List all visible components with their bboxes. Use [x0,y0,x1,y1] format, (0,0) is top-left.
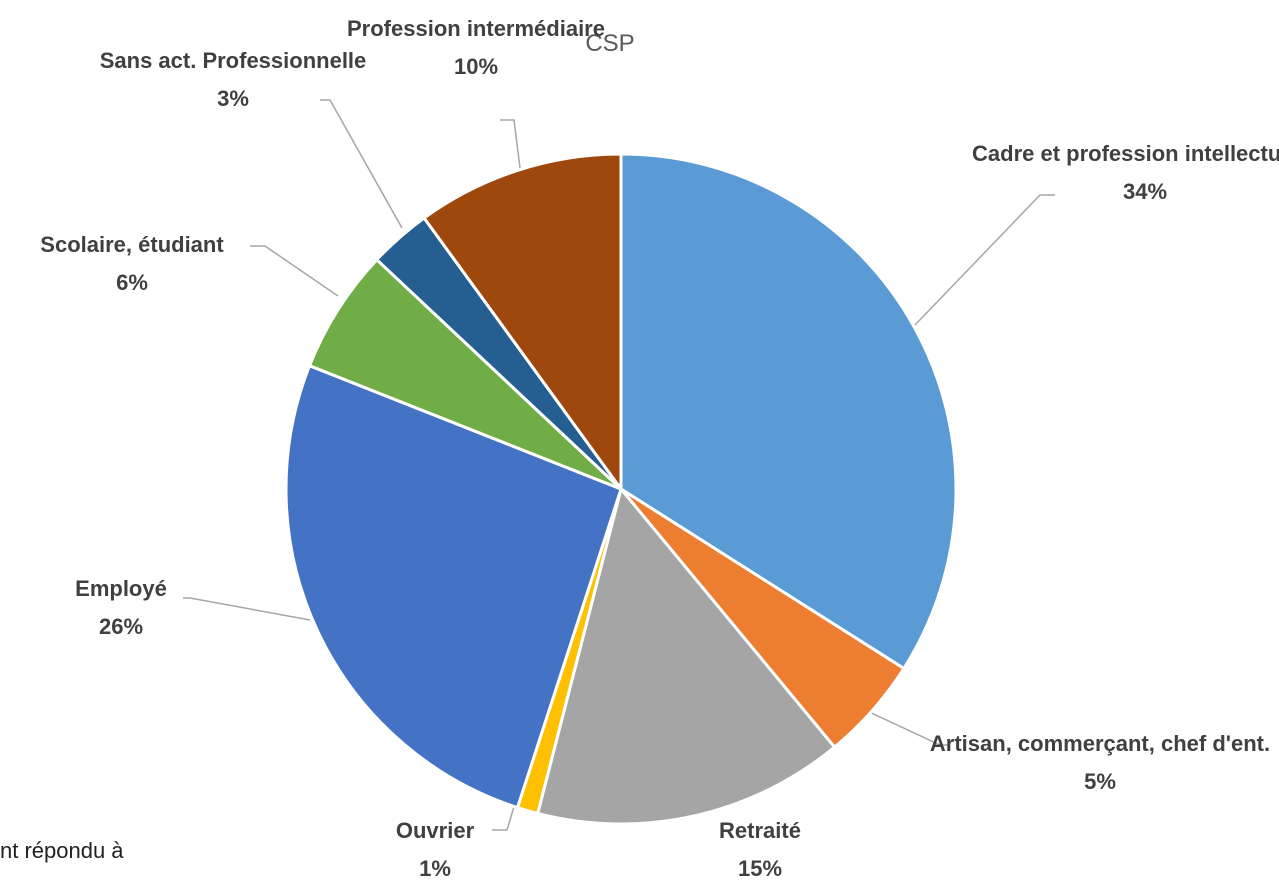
value-label: 10% [453,54,499,79]
data-label: Retraité 15% [719,812,801,881]
pie-slice [535,485,837,826]
data-label: Ouvrier 1% [396,812,474,881]
value-label: 1% [419,856,451,881]
category-label: Sans act. Professionnelle [99,48,367,73]
pie-slice [421,152,623,494]
category-label: Employé [75,576,167,601]
chart-title: CSP [585,30,635,57]
category-label: Scolaire, étudiant [40,232,224,257]
value-label: 26% [98,614,144,639]
value-label: 15% [737,856,783,881]
data-label: Sans act. Professionnelle 3% [100,42,367,118]
category-label: Artisan, commerçant, chef d'ent. [929,731,1271,756]
category-label: Cadre et profession intellectuelle [972,141,1279,166]
category-label: Ouvrier [395,818,475,843]
value-label: 6% [116,270,148,295]
pie-slice [619,152,958,671]
category-label: Retraité [719,818,801,843]
leader-line [250,245,339,297]
data-label: Profession intermédiaire 10% [347,10,605,86]
leader-line [492,799,517,831]
pie-slice [284,363,623,810]
leader-line [864,709,950,746]
value-label: 34% [1122,179,1168,204]
leader-line [500,119,521,169]
leader-line [320,99,403,229]
value-label: 3% [217,86,249,111]
data-label: Employé 26% [75,570,167,646]
leader-line [914,194,1055,326]
data-label: Scolaire, étudiant 6% [40,226,223,302]
data-label: Cadre et profession intellectuelle 34% [972,135,1279,211]
value-label: 5% [1084,769,1116,794]
pie-slice [307,257,623,491]
data-label: Artisan, commerçant, chef d'ent. 5% [930,725,1270,801]
category-label: Profession intermédiaire [347,16,605,41]
background-text: nt répondu à [0,838,124,863]
leader-line [183,597,311,621]
